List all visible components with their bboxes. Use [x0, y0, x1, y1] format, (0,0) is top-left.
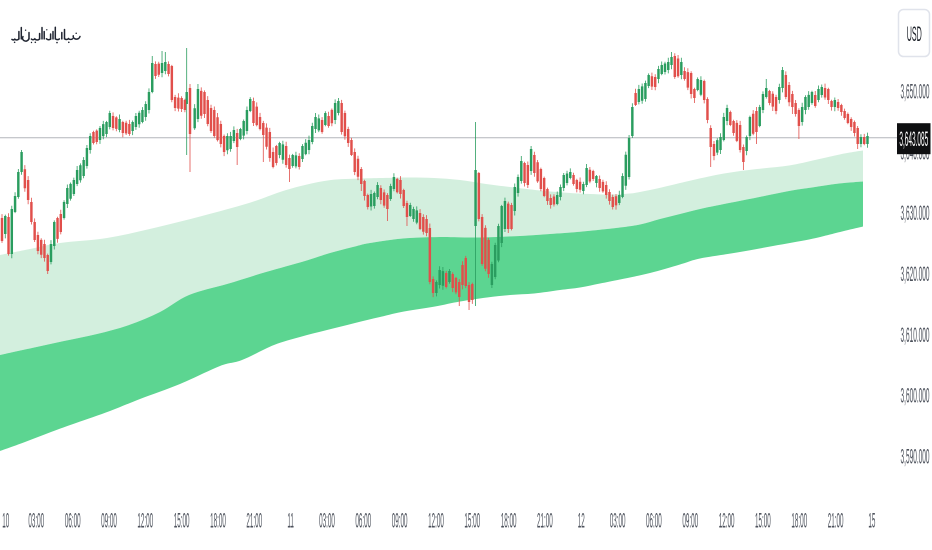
svg-text:09:00: 09:00 — [101, 510, 117, 533]
svg-text:06:00: 06:00 — [355, 510, 371, 533]
svg-text:21:00: 21:00 — [828, 510, 844, 533]
svg-text:15: 15 — [868, 510, 875, 533]
svg-text:09:00: 09:00 — [392, 510, 408, 533]
svg-text:12:00: 12:00 — [428, 510, 444, 533]
svg-text:3,620.000: 3,620.000 — [901, 263, 930, 286]
svg-text:3,643.085: 3,643.085 — [899, 128, 928, 151]
svg-text:03:00: 03:00 — [28, 510, 44, 533]
svg-text:15:00: 15:00 — [755, 510, 771, 533]
svg-text:11: 11 — [287, 510, 294, 533]
svg-text:21:00: 21:00 — [537, 510, 553, 533]
svg-text:15:00: 15:00 — [174, 510, 190, 533]
svg-text:15:00: 15:00 — [464, 510, 480, 533]
svg-text:3,600.000: 3,600.000 — [901, 385, 930, 408]
svg-text:06:00: 06:00 — [646, 510, 662, 533]
svg-text:18:00: 18:00 — [501, 510, 517, 533]
svg-text:12: 12 — [578, 510, 585, 533]
svg-text:18:00: 18:00 — [791, 510, 807, 533]
svg-text:03:00: 03:00 — [610, 510, 626, 533]
svg-text:06:00: 06:00 — [65, 510, 81, 533]
svg-text:18:00: 18:00 — [210, 510, 226, 533]
svg-text:3,650.000: 3,650.000 — [901, 81, 930, 104]
svg-text:USD: USD — [907, 24, 922, 47]
svg-text:12:00: 12:00 — [137, 510, 153, 533]
svg-text:21:00: 21:00 — [246, 510, 262, 533]
svg-text:09:00: 09:00 — [682, 510, 698, 533]
svg-text:3,610.000: 3,610.000 — [901, 324, 930, 347]
svg-text:3,590.000: 3,590.000 — [901, 446, 930, 469]
svg-text:12:00: 12:00 — [719, 510, 735, 533]
svg-text:10: 10 — [2, 510, 9, 533]
svg-text:03:00: 03:00 — [319, 510, 335, 533]
svg-text:3,630.000: 3,630.000 — [901, 203, 930, 226]
